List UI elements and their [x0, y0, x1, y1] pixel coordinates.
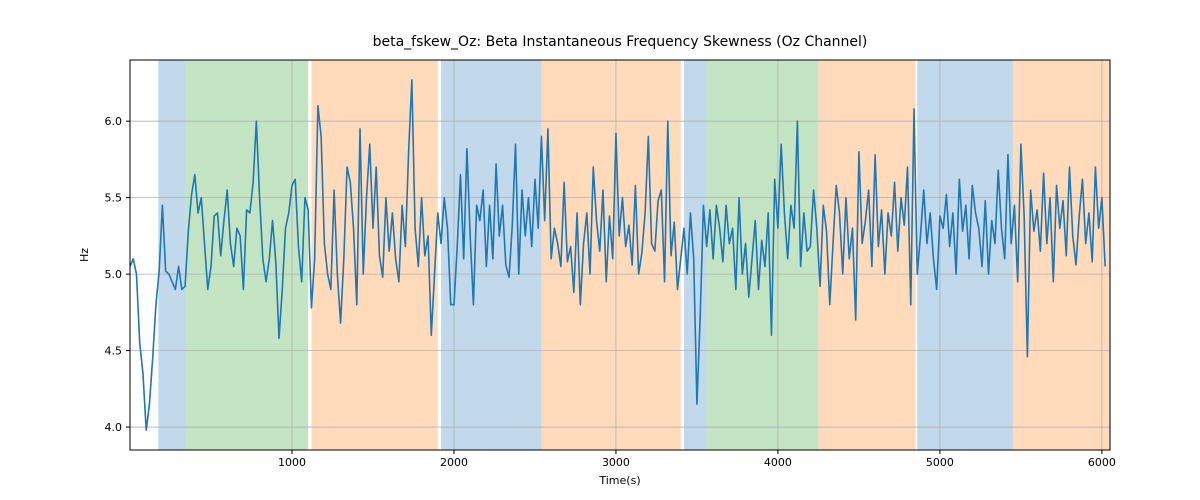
- x-tick-label: 3000: [602, 456, 630, 469]
- region-9: [1013, 60, 1110, 450]
- x-axis-label: Time(s): [598, 474, 640, 487]
- x-tick-label: 4000: [764, 456, 792, 469]
- region-4: [541, 60, 680, 450]
- y-axis-label: Hz: [78, 248, 91, 262]
- y-tick-label: 5.0: [105, 268, 123, 281]
- regions-group: [158, 60, 1110, 450]
- x-tick-label: 2000: [440, 456, 468, 469]
- x-tick-label: 5000: [926, 456, 954, 469]
- line-chart: 1000 2000 3000 4000 5000 6000 4.0 4.5 5.0 5.5 6.0 T…: [0, 0, 1200, 500]
- y-tick-label: 5.5: [105, 192, 123, 205]
- chart-title: beta_fskew_Oz: Beta Instantaneous Freque…: [373, 34, 868, 50]
- x-tick-label: 6000: [1088, 456, 1116, 469]
- y-tick-label: 4.5: [105, 345, 123, 358]
- region-8: [917, 60, 1013, 450]
- y-tick-label: 4.0: [105, 421, 123, 434]
- x-tick-label: 1000: [278, 456, 306, 469]
- region-5: [684, 60, 707, 450]
- y-tick-label: 6.0: [105, 115, 123, 128]
- chart-container: 1000 2000 3000 4000 5000 6000 4.0 4.5 5.0 5.5 6.0 T…: [0, 0, 1200, 500]
- region-1: [185, 60, 308, 450]
- region-0: [158, 60, 185, 450]
